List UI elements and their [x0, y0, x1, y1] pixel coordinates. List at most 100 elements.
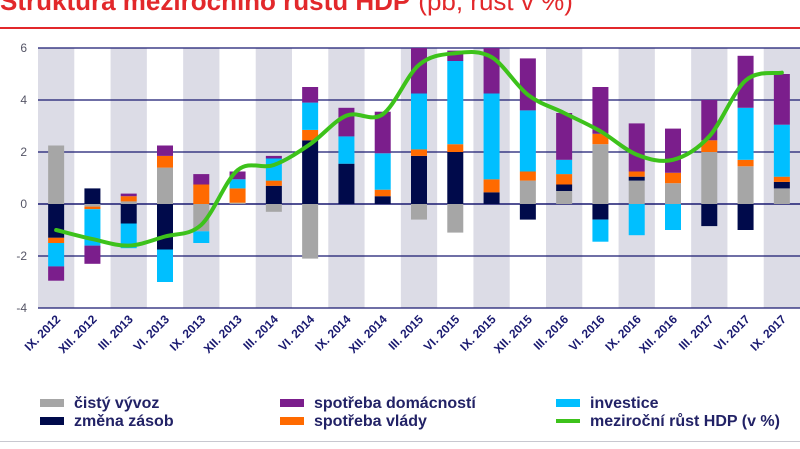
bar-segment — [447, 204, 464, 233]
bar-segment — [120, 204, 137, 224]
bar-segment — [628, 180, 645, 204]
legend-item-investment: investice — [556, 395, 658, 415]
legend-swatch-investment — [556, 398, 580, 407]
bar-segment — [229, 171, 246, 180]
bar-segment — [48, 243, 65, 267]
bar-segment — [773, 74, 790, 125]
x-tick-label: III. 2015 — [386, 312, 427, 353]
legend-item-gdp-growth: meziroční růst HDP (v %) — [556, 413, 780, 433]
bar-segment — [773, 124, 790, 177]
legend-label-gdp-growth: meziroční růst HDP (v %) — [590, 413, 780, 430]
bar-segment — [84, 188, 101, 204]
bar-segment — [302, 204, 319, 259]
bar-segment — [556, 184, 573, 191]
chart-title-unit: (pb, růst v %) — [418, 0, 573, 16]
bar-segment — [773, 188, 790, 204]
bar-segment — [519, 180, 536, 204]
bar-segment — [338, 163, 355, 204]
bar-segment — [229, 202, 246, 204]
legend-item-household: spotřeba domácností — [280, 395, 476, 415]
bar-segment — [737, 159, 754, 167]
bar-segment — [302, 140, 319, 204]
bar-segment — [193, 231, 210, 243]
bar-segment — [665, 183, 681, 204]
bar-segment — [48, 266, 65, 281]
bar-segment — [338, 107, 355, 137]
x-tick-label: XII. 2012 — [56, 312, 100, 356]
bar-segment — [229, 179, 246, 189]
legend-swatch-household — [280, 398, 304, 407]
y-tick-label: -4 — [16, 301, 27, 315]
bar-segment — [265, 204, 282, 212]
legend-label-government: spotřeba vlády — [314, 413, 427, 430]
bar-segment — [737, 166, 754, 204]
legend-label-inventories: změna zásob — [74, 413, 174, 430]
legend-item-inventories: změna zásob — [40, 413, 174, 433]
y-tick-label: 6 — [20, 41, 27, 55]
bar-segment — [447, 61, 464, 145]
bar-segment — [665, 172, 681, 184]
bar-segment — [483, 179, 500, 193]
legend-label-investment: investice — [590, 395, 659, 412]
x-tick-label: VI. 2015 — [421, 312, 463, 354]
bar-segment — [592, 87, 609, 134]
bar-segment — [556, 159, 573, 175]
bar-segment — [773, 176, 790, 182]
bar-segment — [628, 204, 645, 236]
bar-segment — [193, 184, 210, 204]
bar-segment — [84, 245, 101, 264]
legend-swatch-net-exports — [40, 398, 64, 407]
bar-segment — [592, 204, 609, 220]
bar-segment — [628, 176, 645, 181]
bar-segment — [556, 191, 573, 204]
bar-segment — [519, 204, 536, 220]
bar-segment — [556, 113, 573, 160]
y-tick-label: 2 — [20, 145, 27, 159]
x-tick-label: XII. 2016 — [636, 312, 680, 356]
x-tick-label: VI. 2017 — [711, 312, 753, 354]
bar-segment — [411, 149, 427, 156]
legend-swatch-inventories — [40, 416, 64, 425]
x-tick-label: III. 2016 — [531, 312, 572, 353]
bar-segment — [665, 204, 681, 230]
bar-segment — [157, 204, 173, 250]
chart-title: Struktura meziročního růstu HDP (pb, růst… — [0, 0, 573, 22]
bar-segment — [701, 140, 718, 152]
bar-segment — [302, 102, 319, 130]
chart-title-main: Struktura meziročního růstu HDP — [0, 0, 411, 16]
x-tick-label: III. 2017 — [676, 312, 717, 353]
bar-segment — [120, 223, 137, 249]
bar-segment — [628, 123, 645, 172]
bar-segment — [592, 133, 609, 145]
x-tick-label: XII. 2015 — [491, 312, 535, 356]
bar-segment — [701, 204, 718, 227]
bar-segment — [157, 155, 173, 168]
bar-segment — [483, 93, 500, 180]
legend-swatch-government — [280, 416, 304, 425]
bar-segment — [447, 144, 464, 152]
bar-segment — [737, 107, 754, 160]
bar-segment — [374, 196, 391, 204]
bar-segment — [265, 180, 282, 186]
bar-segment — [447, 152, 464, 204]
bar-segment — [411, 48, 427, 94]
bar-segment — [556, 174, 573, 185]
bar-segment — [737, 204, 754, 230]
bar-segment — [193, 204, 210, 232]
bar-segment — [628, 171, 645, 177]
y-tick-label: 4 — [20, 93, 27, 107]
bar-segment — [302, 87, 319, 103]
x-tick-label: VI. 2013 — [131, 312, 173, 354]
bar-segment — [84, 206, 101, 210]
bar-segment — [157, 249, 173, 282]
title-underline — [0, 27, 800, 29]
footer-divider — [0, 441, 800, 442]
bar-segment — [483, 192, 500, 204]
x-tick-label: III. 2013 — [95, 312, 136, 353]
x-tick-label: XII. 2014 — [346, 312, 390, 356]
bar-segment — [193, 174, 210, 185]
bar-segment — [592, 219, 609, 242]
bar-segment — [519, 58, 536, 111]
legend-label-household: spotřeba domácností — [314, 395, 476, 412]
